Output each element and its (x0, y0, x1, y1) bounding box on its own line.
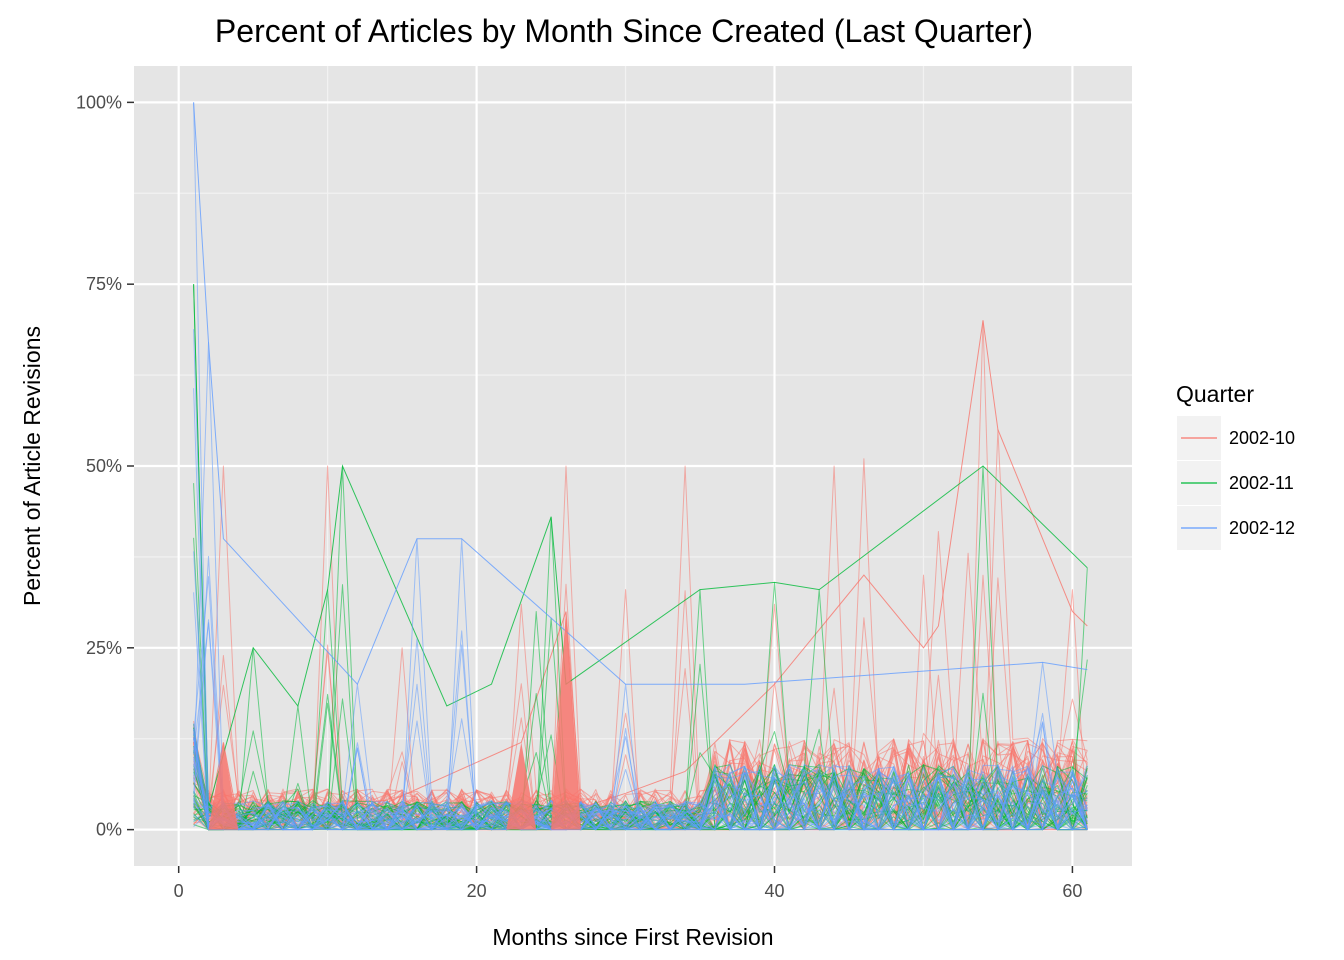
y-tick-label: 100% (76, 92, 122, 112)
series-peak-fill-2002-10 (551, 611, 581, 830)
legend-entries: 2002-10 2002-11 2002-12 (1177, 416, 1295, 550)
x-tick-label: 40 (764, 881, 784, 901)
series-line-2002-12 (193, 729, 1088, 831)
series-lines (193, 102, 1088, 831)
x-tick-label: 20 (467, 881, 487, 901)
legend-entry: 2002-11 (1177, 461, 1294, 505)
chart-title: Percent of Articles by Month Since Creat… (215, 13, 1033, 49)
x-tick-label: 60 (1062, 881, 1082, 901)
x-axis-ticks: 0 20 40 60 (174, 866, 1082, 901)
y-tick-label: 25% (86, 638, 122, 658)
series-peak-fill-2002-10 (506, 742, 537, 830)
series-peak-line-2002-12 (193, 102, 1088, 686)
series-line-2002-12 (193, 622, 1088, 831)
legend-entry: 2002-12 (1177, 506, 1295, 550)
y-axis-title: Percent of Article Revisions (19, 326, 45, 606)
y-tick-label: 50% (86, 456, 122, 476)
x-tick-label: 0 (174, 881, 184, 901)
series-2002-12 (193, 102, 1088, 831)
legend-entry: 2002-10 (1177, 416, 1295, 460)
legend-label: 2002-11 (1229, 473, 1294, 493)
x-axis-title: Months since First Revision (492, 924, 773, 950)
series-line-2002-10 (193, 619, 1088, 831)
legend: Quarter 2002-10 2002-11 2002-12 (1176, 381, 1295, 550)
series-line-2002-12 (193, 712, 1088, 831)
legend-label: 2002-10 (1229, 428, 1295, 448)
legend-title: Quarter (1176, 381, 1254, 407)
y-tick-label: 75% (86, 274, 122, 294)
y-tick-label: 0% (96, 820, 122, 840)
legend-label: 2002-12 (1229, 518, 1295, 538)
series-peak-line-2002-11 (193, 284, 1088, 808)
series-peak-fill-2002-10 (208, 742, 239, 830)
series-line-2002-12 (193, 748, 1088, 831)
y-axis-ticks: 0% 25% 50% 75% 100% (76, 92, 134, 840)
